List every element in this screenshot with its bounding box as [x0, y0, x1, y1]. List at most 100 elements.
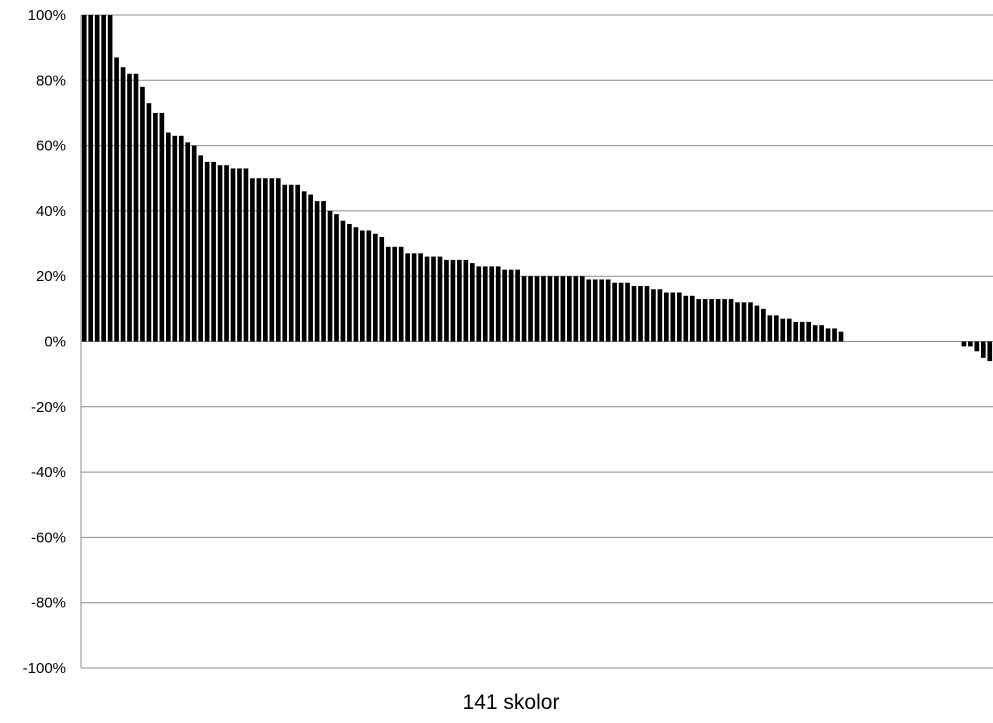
bar: [450, 259, 456, 342]
y-tick-label: 20%: [36, 268, 66, 285]
bar: [638, 286, 643, 342]
bar: [217, 165, 223, 342]
bar: [88, 15, 94, 342]
bar: [153, 112, 158, 342]
y-tick-label: 40%: [36, 203, 66, 220]
bar: [437, 256, 443, 342]
bar: [463, 259, 469, 342]
bar: [431, 256, 436, 342]
bar: [250, 178, 255, 342]
bar: [295, 184, 301, 342]
bar: [392, 246, 398, 342]
bar: [81, 15, 87, 342]
bar: [825, 328, 831, 342]
bar: [715, 299, 721, 342]
bar: [968, 341, 973, 347]
bar: [308, 194, 313, 342]
bar: [340, 220, 346, 342]
y-tick-label: -60%: [31, 529, 66, 546]
bar: [398, 246, 404, 342]
bar: [773, 315, 779, 342]
bar: [224, 165, 229, 342]
bar: [101, 15, 106, 342]
bar: [567, 276, 572, 342]
bar: [185, 142, 191, 342]
bar: [165, 132, 171, 342]
bar: [469, 263, 475, 342]
bar: [534, 276, 540, 342]
bar: [178, 135, 184, 342]
bar: [457, 259, 462, 342]
bar: [120, 67, 126, 342]
bar: [980, 341, 986, 358]
y-axis-tick-labels: 100% 80% 60% 40% 20% 0% -20% -40% -60% -80% -100%: [23, 7, 66, 677]
bar: [786, 318, 792, 342]
bar: [987, 341, 993, 362]
bar: [560, 276, 566, 342]
bar: [676, 292, 682, 342]
bar: [573, 276, 579, 342]
bar: [528, 276, 533, 342]
bar: [780, 318, 786, 342]
bar: [625, 282, 630, 342]
bar: [133, 73, 139, 342]
bar: [211, 161, 216, 342]
bar: [592, 279, 598, 342]
bar: [301, 191, 307, 342]
bar: [547, 276, 553, 342]
bar: [515, 269, 520, 342]
y-tick-label: -20%: [31, 399, 66, 416]
bar: [334, 214, 339, 342]
bar: [146, 103, 152, 342]
bar: [360, 230, 365, 342]
bar: [418, 253, 423, 342]
bar: [237, 168, 242, 342]
bar: [696, 299, 702, 342]
bar: [974, 341, 980, 352]
bar: [728, 299, 734, 342]
bar: [670, 292, 676, 342]
bar: [347, 223, 352, 342]
bar: [657, 289, 663, 342]
bar: [159, 112, 165, 342]
bar: [838, 331, 844, 342]
bar: [476, 266, 482, 342]
y-tick-label: 0%: [44, 334, 66, 351]
bar: [599, 279, 605, 342]
bar: [793, 321, 799, 342]
bar: [127, 73, 132, 342]
bar: [489, 266, 495, 342]
bar: [651, 289, 656, 342]
bar: [114, 57, 119, 342]
bar: [405, 253, 410, 342]
bar: [618, 282, 624, 342]
bar: [327, 210, 333, 342]
bar: [424, 256, 430, 342]
bar: [961, 341, 967, 347]
y-tick-label: -40%: [31, 464, 66, 481]
bar: [579, 276, 585, 342]
bar: [379, 237, 385, 342]
bar: [722, 299, 727, 342]
x-axis-title: 141 skolor: [463, 691, 560, 714]
bar: [107, 15, 113, 342]
y-tick-label: -100%: [23, 660, 66, 677]
bar: [411, 253, 417, 342]
bar: [269, 178, 275, 342]
bar: [664, 292, 669, 342]
bar: [191, 145, 197, 342]
bar: [554, 276, 559, 342]
bar: [709, 299, 714, 342]
y-tick-label: 80%: [36, 72, 66, 89]
bar: [631, 286, 637, 342]
bar: [385, 246, 391, 342]
bar: [444, 259, 449, 342]
bars: [81, 15, 993, 362]
bar: [275, 178, 281, 342]
bar: [832, 328, 837, 342]
bar: [288, 184, 294, 342]
bar: [819, 325, 824, 342]
bar: [256, 178, 262, 342]
bar: [372, 233, 378, 342]
